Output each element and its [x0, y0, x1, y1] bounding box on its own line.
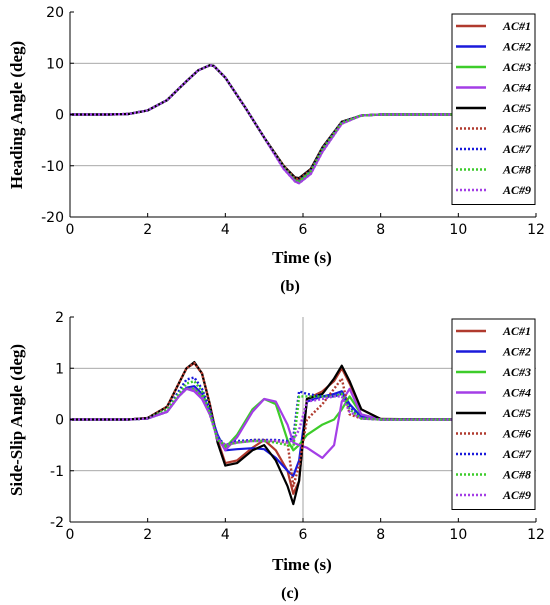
legend-label-3: AC#3	[502, 60, 531, 74]
x-tick-label: 10	[449, 527, 467, 543]
y-tick-label: -10	[41, 159, 64, 175]
x-tick-label: 0	[66, 527, 75, 543]
series-line-7	[70, 376, 459, 447]
series-line-7	[70, 64, 459, 183]
x-tick-label: 10	[449, 222, 467, 238]
y-tick-label: 0	[55, 413, 64, 429]
series-line-9	[70, 64, 459, 185]
legend-label-2: AC#2	[502, 345, 531, 359]
legend-label-9: AC#9	[502, 488, 531, 502]
y-axis-label: Heading Angle (deg)	[7, 41, 26, 189]
legend-label-4: AC#4	[502, 386, 531, 400]
series-line-1	[70, 64, 459, 181]
series-line-2	[70, 64, 459, 183]
legend-label-6: AC#6	[502, 122, 531, 136]
legend-label-7: AC#7	[502, 447, 532, 461]
x-tick-label: 12	[527, 222, 545, 238]
series-line-5	[70, 361, 459, 506]
series-line-6	[70, 361, 459, 488]
x-tick-label: 8	[376, 527, 385, 543]
legend-label-7: AC#7	[502, 142, 532, 156]
x-tick-label: 8	[376, 222, 385, 238]
legend-label-1: AC#1	[502, 324, 531, 338]
y-tick-label: 0	[55, 108, 64, 124]
x-tick-label: 2	[143, 527, 152, 543]
legend-label-5: AC#5	[502, 406, 531, 420]
legend-label-3: AC#3	[502, 365, 531, 379]
series-line-1	[70, 362, 459, 495]
y-tick-label: 2	[55, 310, 64, 326]
series-line-6	[70, 64, 459, 181]
legend-label-8: AC#8	[502, 468, 531, 482]
legend-label-1: AC#1	[502, 19, 531, 33]
legend-label-2: AC#2	[502, 40, 531, 54]
chart-caption: (c)	[281, 585, 299, 602]
x-tick-label: 12	[527, 527, 545, 543]
y-tick-label: -20	[41, 210, 64, 226]
chart-caption: (b)	[280, 278, 300, 295]
series-line-5	[70, 64, 459, 180]
legend-label-4: AC#4	[502, 81, 531, 95]
x-axis-label: Time (s)	[272, 555, 332, 574]
y-tick-label: -2	[50, 515, 64, 531]
x-tick-label: 2	[143, 222, 152, 238]
x-axis-label: Time (s)	[272, 248, 332, 267]
x-tick-label: 0	[66, 222, 75, 238]
series-line-9	[70, 387, 459, 447]
y-tick-label: 1	[55, 361, 64, 377]
x-tick-label: 6	[299, 222, 308, 238]
y-axis-label: Side-Slip Angle (deg)	[7, 344, 26, 496]
legend-label-9: AC#9	[502, 183, 531, 197]
y-tick-label: -1	[50, 464, 64, 480]
x-tick-label: 4	[221, 527, 230, 543]
series-line-4	[70, 387, 459, 459]
legend-label-6: AC#6	[502, 427, 531, 441]
series-line-8	[70, 379, 459, 449]
y-tick-label: 20	[46, 5, 64, 21]
series-line-3	[70, 64, 459, 183]
chart-side-slip-angle: Side-Slip Angle (deg) Time (s) (c) 0 2 4 6 8…	[7, 310, 545, 602]
x-tick-label: 4	[221, 222, 230, 238]
legend-label-8: AC#8	[502, 163, 531, 177]
y-tick-label: 10	[46, 56, 64, 72]
legend-label-5: AC#5	[502, 101, 531, 115]
chart-heading-angle: Heading Angle (deg) Time (s) (b) 0 2 4 6 8 10…	[7, 5, 545, 295]
x-tick-label: 6	[299, 527, 308, 543]
series-line-8	[70, 64, 459, 183]
